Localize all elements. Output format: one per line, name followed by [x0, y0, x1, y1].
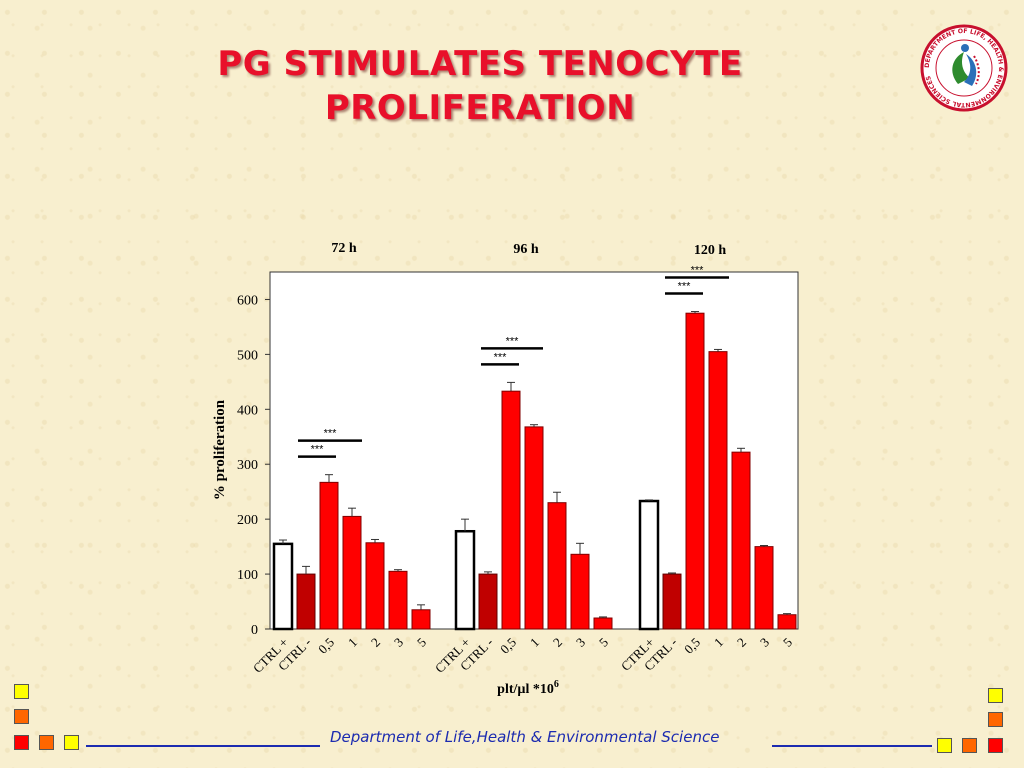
bar	[638, 499, 660, 631]
x-tick-label: 3	[757, 635, 772, 650]
decorative-square-left	[14, 709, 29, 724]
bar	[524, 426, 544, 630]
bar	[454, 529, 476, 631]
significance-label: ***	[678, 281, 692, 293]
x-tick-label: 0,5	[315, 635, 337, 657]
x-axis-label-superscript: 6	[554, 679, 559, 690]
bar	[593, 617, 613, 630]
decorative-square-right	[962, 738, 977, 753]
bar	[365, 542, 385, 630]
y-tick-label: 0	[251, 623, 258, 638]
y-tick-label: 500	[237, 348, 258, 363]
bar	[388, 570, 408, 630]
proliferation-chart: 0 100 200 300 400 500 600 % proliferation plt/µl…	[212, 241, 799, 697]
bar	[754, 546, 774, 630]
x-tick-label: 2	[734, 635, 749, 650]
title-line-1: PG STIMULATES TENOCYTE	[217, 44, 743, 84]
bar	[319, 481, 339, 630]
decorative-square-right	[988, 712, 1003, 727]
decorative-square-right	[988, 738, 1003, 753]
x-tick-label: 2	[368, 635, 383, 650]
x-tick-label: 2	[550, 635, 565, 650]
significance-label: ***	[494, 351, 508, 363]
bar	[731, 451, 751, 630]
decorative-square-right	[988, 688, 1003, 703]
bar	[478, 573, 498, 630]
y-axis-label: % proliferation	[212, 399, 228, 500]
x-tick-label: 3	[573, 635, 588, 650]
x-tick-label: 5	[596, 635, 611, 650]
group-label: 96 h	[513, 242, 539, 257]
x-tick-label: 5	[780, 635, 795, 650]
y-tick-label: 200	[237, 513, 258, 528]
decorative-square-left	[14, 684, 29, 699]
bar	[411, 609, 431, 630]
bar	[342, 515, 362, 630]
decorative-square-left	[39, 735, 54, 750]
bar	[777, 614, 797, 630]
department-logo: DEPARTMENT OF LIFE, HEALTH & ENVIRONMENT…	[920, 24, 1008, 112]
footer-department-text: Department of Life,Health & Environmenta…	[330, 728, 720, 746]
group-label: 120 h	[694, 243, 727, 258]
bar	[296, 573, 316, 630]
bar	[708, 351, 728, 630]
bar	[662, 573, 682, 630]
x-tick-label: 1	[527, 635, 542, 650]
y-tick-label: 300	[237, 458, 258, 473]
x-tick-label: 0,5	[681, 635, 703, 657]
significance-label: ***	[691, 265, 705, 277]
slide-title: PG STIMULATES TENOCYTE PROLIFERATION	[0, 42, 960, 130]
bar	[547, 502, 567, 630]
significance-label: ***	[506, 335, 520, 347]
decorative-square-left	[64, 735, 79, 750]
bar	[685, 312, 705, 630]
x-axis-label: plt/µl *106	[497, 679, 559, 697]
significance-label: ***	[311, 444, 325, 456]
x-tick-label: 0,5	[497, 635, 519, 657]
bar	[501, 390, 521, 630]
decorative-square-right	[937, 738, 952, 753]
y-tick-label: 600	[237, 293, 258, 308]
title-line-2: PROLIFERATION	[324, 88, 636, 128]
y-tick-label: 400	[237, 403, 258, 418]
x-tick-label: 1	[711, 635, 726, 650]
group-label: 72 h	[331, 241, 357, 256]
bar	[570, 553, 590, 630]
x-tick-label: 5	[414, 635, 429, 650]
y-tick-label: 100	[237, 568, 258, 583]
x-tick-label: 3	[391, 635, 406, 650]
footer-line-left	[86, 745, 320, 747]
footer-line-right	[772, 745, 932, 747]
bar	[272, 542, 294, 631]
x-tick-label: 1	[345, 635, 360, 650]
significance-label: ***	[324, 428, 338, 440]
decorative-square-left	[14, 735, 29, 750]
